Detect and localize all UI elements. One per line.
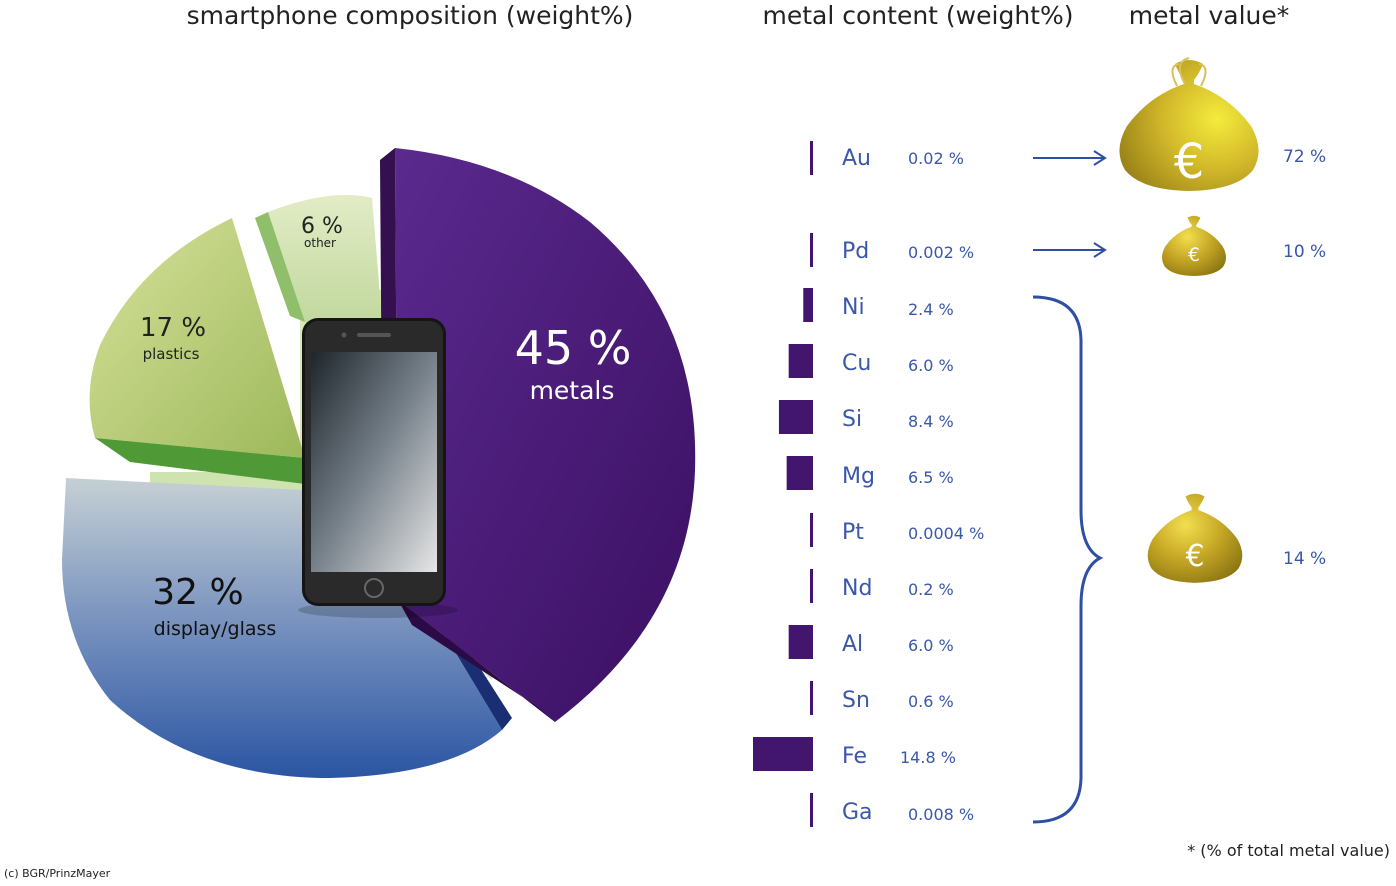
footnote: * (% of total metal value) xyxy=(1187,841,1390,860)
element-symbol: Mg xyxy=(842,464,875,489)
metal-content-heading: metal content (weight%) xyxy=(763,1,1074,30)
element-symbol: Al xyxy=(842,632,863,657)
metal-bar-nd xyxy=(810,569,813,603)
composition-pie xyxy=(62,148,696,778)
element-percent-label: 0.0004 % xyxy=(908,524,984,543)
brace-icon xyxy=(1032,295,1104,824)
element-percent-label: 6.0 % xyxy=(908,356,954,375)
svg-text:€: € xyxy=(1188,245,1200,266)
euro-money-bag-icon: € xyxy=(1162,215,1226,276)
element-symbol: Ga xyxy=(842,800,873,825)
metal-bar-ni xyxy=(803,288,813,322)
element-symbol: Ni xyxy=(842,295,865,320)
element-symbol: Au xyxy=(842,146,871,171)
element-symbol: Pt xyxy=(842,520,864,545)
pie-label-metals-name: metals xyxy=(530,376,615,405)
element-percent-label: 6.5 % xyxy=(908,468,954,487)
value-label-others: 14 % xyxy=(1283,549,1326,569)
pie-label-other-name: other xyxy=(304,236,336,250)
pie-label-display-name: display/glass xyxy=(154,618,277,640)
element-percent-label: 0.008 % xyxy=(908,805,974,824)
element-symbol: Sn xyxy=(842,688,870,713)
element-percent-label: 2.4 % xyxy=(908,300,954,319)
composition-heading: smartphone composition (weight%) xyxy=(187,1,634,30)
euro-money-bag-icon: € xyxy=(1119,57,1259,191)
metal-bar-sn xyxy=(810,681,813,715)
metal-bar-cu xyxy=(788,344,813,378)
credit: (c) BGR/PrinzMayer xyxy=(4,867,111,880)
element-percent-label: 0.6 % xyxy=(908,692,954,711)
au-arrow-icon xyxy=(1033,150,1107,166)
element-percent-label: 0.02 % xyxy=(908,149,964,168)
pie-slice-metals xyxy=(395,148,696,722)
metal-bar-si xyxy=(778,400,813,434)
metal-content-bars xyxy=(753,141,813,827)
element-percent-label: 14.8 % xyxy=(900,748,956,767)
element-percent-labels: 0.02 % 0.002 % 2.4 % 6.0 % 8.4 % 6.5 % 0… xyxy=(900,149,984,824)
metal-bar-ga xyxy=(810,793,813,827)
element-symbol: Nd xyxy=(842,576,872,601)
value-label-pd: 10 % xyxy=(1283,242,1326,262)
element-symbol: Fe xyxy=(842,744,867,769)
metal-bar-al xyxy=(788,625,813,659)
element-percent-label: 6.0 % xyxy=(908,636,954,655)
element-percent-label: 0.002 % xyxy=(908,243,974,262)
pie-label-display-percent: 32 % xyxy=(152,572,243,613)
element-symbol: Pd xyxy=(842,239,869,264)
pie-label-metals-percent: 45 % xyxy=(515,321,632,375)
pie-slice-other xyxy=(268,195,382,322)
euro-money-bag-icon: € xyxy=(1147,493,1243,583)
metal-bar-pd xyxy=(810,233,813,267)
pie-label-plastics-percent: 17 % xyxy=(140,313,206,343)
element-percent-label: 0.2 % xyxy=(908,580,954,599)
pd-arrow-icon xyxy=(1033,242,1107,258)
value-label-au: 72 % xyxy=(1283,147,1326,167)
metal-bar-mg xyxy=(786,456,813,490)
metal-bar-au xyxy=(810,141,813,175)
element-symbols: Au Pd Ni Cu Si Mg Pt Nd Al Sn Fe Ga xyxy=(842,146,875,825)
metal-bar-fe xyxy=(753,737,813,771)
svg-text:€: € xyxy=(1174,134,1205,190)
element-symbol: Cu xyxy=(842,351,871,376)
pie-slice-plastics xyxy=(89,218,305,458)
smartphone-illustration xyxy=(298,318,458,618)
svg-text:€: € xyxy=(1185,539,1204,574)
pie-label-plastics-name: plastics xyxy=(143,345,200,363)
pie-slice-display xyxy=(62,478,502,778)
pie-label-other-percent: 6 % xyxy=(301,214,343,239)
element-percent-label: 8.4 % xyxy=(908,412,954,431)
metal-bar-pt xyxy=(810,513,813,547)
metal-value-heading: metal value* xyxy=(1129,1,1290,30)
element-symbol: Si xyxy=(842,407,862,432)
